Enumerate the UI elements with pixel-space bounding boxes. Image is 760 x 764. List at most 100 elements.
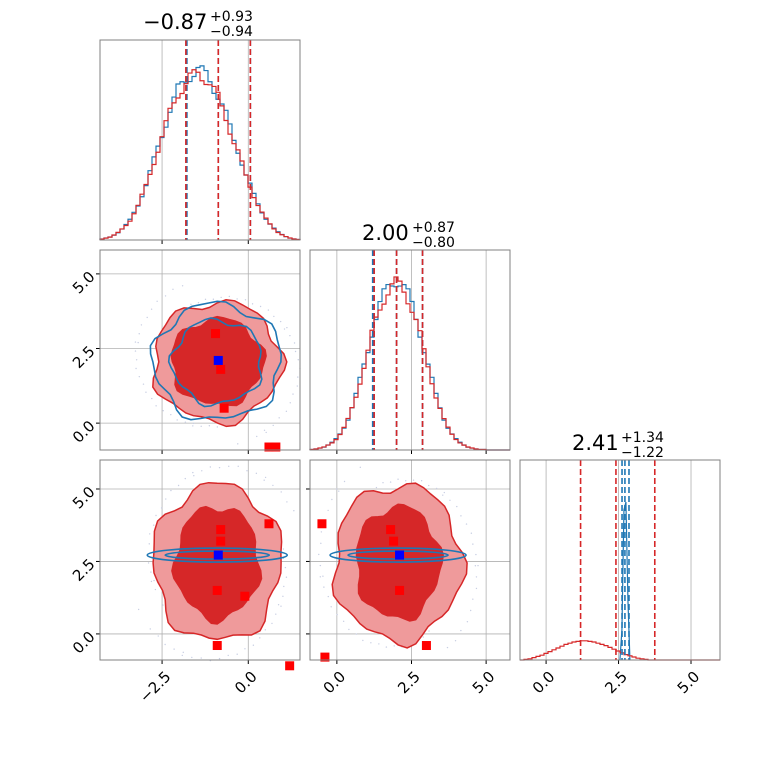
tick-label-x: 5.0 xyxy=(469,668,499,698)
title-p1-value: 2.00 xyxy=(362,221,409,245)
sample-dot xyxy=(465,523,468,525)
sample-dot xyxy=(327,509,329,512)
contour-inner-p0-p2-red xyxy=(171,505,263,625)
sample-dot xyxy=(474,565,477,567)
sample-dot xyxy=(181,654,183,657)
truth-marker-red xyxy=(216,525,226,535)
tick-label-x: 5.0 xyxy=(674,668,704,698)
sample-dot xyxy=(435,487,438,490)
title-p1-plus: +0.87 xyxy=(412,220,455,236)
sample-dot xyxy=(208,425,211,427)
contour-outer-p0-p1-blue xyxy=(149,300,283,421)
truth-marker-red xyxy=(264,442,274,452)
title-p2-plus: +1.34 xyxy=(621,430,664,446)
sample-dot xyxy=(338,490,340,492)
title-p0: −0.87 +0.93 −0.94 xyxy=(143,9,253,40)
sample-dot xyxy=(272,424,274,427)
sample-dot xyxy=(190,303,192,306)
sample-dot xyxy=(160,507,163,509)
sample-dot xyxy=(155,514,157,517)
title-p0-plus: +0.93 xyxy=(210,9,253,25)
sample-dot xyxy=(162,410,164,412)
sample-dot xyxy=(228,465,230,468)
tick-label-y: 2.5 xyxy=(69,342,99,372)
truth-marker-blue xyxy=(213,550,223,560)
sample-dot xyxy=(236,653,238,655)
sample-dot xyxy=(150,308,153,310)
sample-dot xyxy=(477,564,479,567)
sample-dot xyxy=(271,622,273,625)
sample-dot xyxy=(140,324,143,326)
sample-dot xyxy=(264,476,267,479)
sample-dot xyxy=(145,391,147,393)
panel-2d-p0-p2: 0.0 2.5 5.0 −2.5 0.0 xyxy=(69,459,301,706)
truth-marker-red xyxy=(285,661,295,671)
sample-dot xyxy=(272,484,274,487)
sample-dot xyxy=(164,295,167,297)
sample-dot xyxy=(176,419,178,421)
truth-marker-red xyxy=(320,652,330,662)
sample-dot xyxy=(382,482,384,484)
tick-label-x: −2.5 xyxy=(136,668,174,706)
sample-dot xyxy=(282,595,284,598)
sample-dot xyxy=(227,654,229,657)
sample-dot xyxy=(393,645,395,647)
sample-dot xyxy=(472,543,474,545)
sample-dot xyxy=(428,630,430,632)
contour-outer-p1-p2-blue xyxy=(329,547,467,563)
sample-dot xyxy=(292,393,294,395)
sample-dot xyxy=(343,480,346,483)
title-p0-minus: −0.94 xyxy=(210,24,253,40)
sample-dot xyxy=(359,466,362,469)
sample-dot xyxy=(142,383,145,385)
sample-dot xyxy=(200,657,202,659)
sample-dot xyxy=(164,643,166,646)
sample-dot xyxy=(428,484,430,487)
sample-dot xyxy=(154,588,157,591)
panel-hist-p2-bg xyxy=(520,460,720,660)
sample-dot xyxy=(177,484,180,487)
tick-label-x: 0.0 xyxy=(529,668,559,698)
truth-marker-red xyxy=(240,591,250,601)
sample-dot xyxy=(336,613,338,616)
sample-dot xyxy=(475,553,477,556)
panel-hist-p0-bg xyxy=(100,40,300,240)
sample-dot xyxy=(475,587,478,590)
truth-marker-red xyxy=(386,525,396,535)
title-p2-minus: −1.22 xyxy=(621,445,664,461)
sample-dot xyxy=(192,471,194,474)
tick-label-y: 5.0 xyxy=(69,268,99,298)
sample-dot xyxy=(370,642,372,644)
sample-dot xyxy=(273,315,275,318)
title-p1-minus: −0.80 xyxy=(412,235,455,251)
sample-dot xyxy=(286,326,288,329)
truth-marker-red xyxy=(211,329,221,339)
tick-label-x: 2.5 xyxy=(394,668,424,698)
title-p2: 2.41 +1.34 −1.22 xyxy=(572,430,664,461)
sample-dot xyxy=(244,299,247,301)
sample-dot xyxy=(469,609,472,612)
sample-dot xyxy=(470,532,473,534)
sample-dot xyxy=(165,498,167,500)
sample-dot xyxy=(454,639,457,642)
sample-dot xyxy=(283,585,285,588)
sample-dot xyxy=(259,305,262,308)
sample-dot xyxy=(267,309,270,311)
panel-2d-p0-p1: 0.0 2.5 5.0 xyxy=(69,249,301,454)
sample-dot xyxy=(172,288,174,291)
sample-dot xyxy=(182,651,184,654)
sample-dot xyxy=(149,533,151,535)
sample-dot xyxy=(472,598,474,600)
panel-hist-p1-bg xyxy=(310,250,510,450)
sample-dot xyxy=(204,298,207,301)
sample-dot xyxy=(134,341,137,343)
contour-inner-p0-p1-blue xyxy=(167,317,263,408)
sample-dot xyxy=(362,639,364,642)
sample-dot xyxy=(237,465,239,467)
sample-dot xyxy=(475,576,478,578)
sample-dot xyxy=(263,479,265,481)
tick-label-y: 2.5 xyxy=(69,555,99,585)
sample-dot xyxy=(212,298,215,300)
panels: 0.0 2.5 5.0 0.0 2.5 5.0 −2.5 0.0 0.0 2.5 5.0 0.0 2.5… xyxy=(69,39,721,706)
